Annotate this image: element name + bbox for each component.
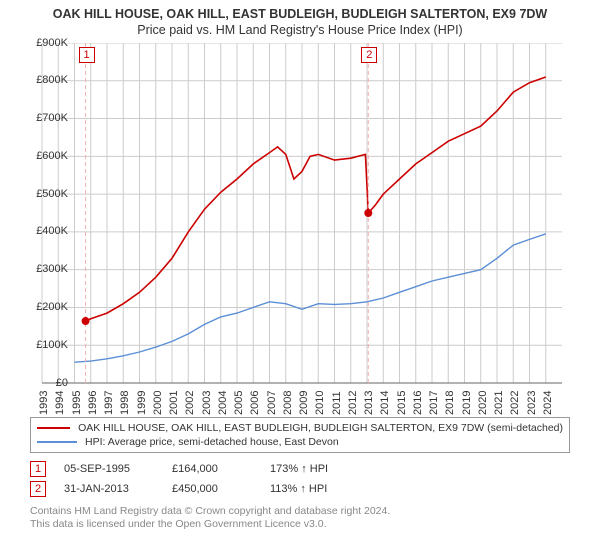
transaction-row: 1 05-SEP-1995 £164,000 173% ↑ HPI bbox=[30, 459, 570, 479]
transaction-price-2: £450,000 bbox=[172, 483, 252, 495]
x-axis-label: 1995 bbox=[71, 390, 83, 414]
y-axis-label: £300K bbox=[36, 263, 68, 275]
chart-plot: £0 £100K £200K £300K £400K £500K £600K £700K £80… bbox=[36, 43, 596, 413]
x-axis-label: 2002 bbox=[184, 390, 196, 414]
x-axis-label: 1998 bbox=[119, 390, 131, 414]
y-axis-label: £0 bbox=[56, 377, 68, 389]
attribution: Contains HM Land Registry data © Crown c… bbox=[30, 505, 570, 532]
y-axis-label: £900K bbox=[36, 37, 68, 49]
y-axis-label: £100K bbox=[36, 339, 68, 351]
y-axis-label: £400K bbox=[36, 225, 68, 237]
x-axis-label: 1999 bbox=[136, 390, 148, 414]
x-axis-label: 2017 bbox=[428, 390, 440, 414]
chart-title-main: OAK HILL HOUSE, OAK HILL, EAST BUDLEIGH,… bbox=[8, 6, 592, 22]
x-axis-label: 2015 bbox=[396, 390, 408, 414]
transaction-marker-box: 2 bbox=[361, 47, 377, 63]
x-axis-label: 1993 bbox=[38, 390, 50, 414]
x-axis-label: 2021 bbox=[493, 390, 505, 414]
transaction-price-1: £164,000 bbox=[172, 463, 252, 475]
x-axis-label: 2005 bbox=[233, 390, 245, 414]
x-axis-label: 2006 bbox=[249, 390, 261, 414]
transaction-row: 2 31-JAN-2013 £450,000 113% ↑ HPI bbox=[30, 479, 570, 499]
transaction-marker-2: 2 bbox=[30, 481, 46, 497]
x-axis-label: 2001 bbox=[168, 390, 180, 414]
x-axis-label: 2010 bbox=[314, 390, 326, 414]
chart-svg bbox=[36, 43, 596, 413]
x-axis-label: 2023 bbox=[526, 390, 538, 414]
x-axis-label: 2016 bbox=[412, 390, 424, 414]
x-axis-label: 2004 bbox=[217, 390, 229, 414]
y-axis-label: £500K bbox=[36, 188, 68, 200]
x-axis-label: 2024 bbox=[542, 390, 554, 414]
x-axis-label: 2014 bbox=[379, 390, 391, 414]
legend-label-hpi: HPI: Average price, semi-detached house,… bbox=[85, 436, 339, 448]
legend-row-hpi: HPI: Average price, semi-detached house,… bbox=[37, 435, 563, 449]
legend-label-property: OAK HILL HOUSE, OAK HILL, EAST BUDLEIGH,… bbox=[78, 422, 563, 434]
transaction-marker-1: 1 bbox=[30, 461, 46, 477]
legend-swatch-hpi bbox=[37, 441, 77, 443]
transaction-date-1: 05-SEP-1995 bbox=[64, 463, 154, 475]
x-axis-label: 2009 bbox=[298, 390, 310, 414]
transaction-marker-box: 1 bbox=[79, 47, 95, 63]
chart-titles: OAK HILL HOUSE, OAK HILL, EAST BUDLEIGH,… bbox=[0, 0, 600, 39]
y-axis-label: £800K bbox=[36, 74, 68, 86]
x-axis-label: 1996 bbox=[87, 390, 99, 414]
x-axis-label: 2008 bbox=[282, 390, 294, 414]
chart-title-sub: Price paid vs. HM Land Registry's House … bbox=[8, 22, 592, 38]
legend-swatch-property bbox=[37, 427, 70, 429]
x-axis-label: 2011 bbox=[331, 391, 343, 415]
x-axis-label: 2003 bbox=[201, 390, 213, 414]
x-axis-label: 1994 bbox=[54, 390, 66, 414]
x-axis-label: 2013 bbox=[363, 390, 375, 414]
chart-container: OAK HILL HOUSE, OAK HILL, EAST BUDLEIGH,… bbox=[0, 0, 600, 560]
x-axis-label: 2022 bbox=[509, 390, 521, 414]
attribution-line1: Contains HM Land Registry data © Crown c… bbox=[30, 505, 570, 519]
y-axis-label: £200K bbox=[36, 301, 68, 313]
attribution-line2: This data is licensed under the Open Gov… bbox=[30, 518, 570, 532]
x-axis-label: 1997 bbox=[103, 390, 115, 414]
legend: OAK HILL HOUSE, OAK HILL, EAST BUDLEIGH,… bbox=[30, 417, 570, 453]
x-axis-label: 2012 bbox=[347, 390, 359, 414]
x-axis-label: 2000 bbox=[152, 390, 164, 414]
legend-row-property: OAK HILL HOUSE, OAK HILL, EAST BUDLEIGH,… bbox=[37, 421, 563, 435]
transaction-delta-1: 173% ↑ HPI bbox=[270, 463, 328, 475]
x-axis-label: 2007 bbox=[266, 390, 278, 414]
x-axis-label: 2018 bbox=[444, 390, 456, 414]
x-axis-label: 2020 bbox=[477, 390, 489, 414]
y-axis-label: £700K bbox=[36, 112, 68, 124]
x-axis-label: 2019 bbox=[461, 390, 473, 414]
y-axis-label: £600K bbox=[36, 150, 68, 162]
transactions-footer: 1 05-SEP-1995 £164,000 173% ↑ HPI 2 31-J… bbox=[30, 459, 570, 499]
transaction-date-2: 31-JAN-2013 bbox=[64, 483, 154, 495]
transaction-delta-2: 113% ↑ HPI bbox=[270, 483, 327, 495]
